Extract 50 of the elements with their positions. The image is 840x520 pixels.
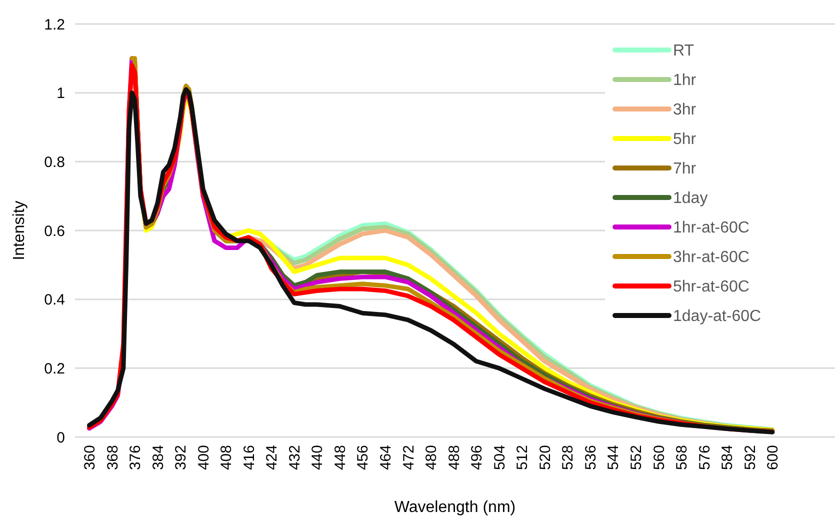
legend-label: 3hr-at-60C [673,249,750,266]
x-tick-label: 448 [332,445,349,470]
x-tick-label: 544 [605,445,622,470]
x-tick-label: 376 [127,445,144,470]
x-tick-label: 576 [696,445,714,470]
x-tick-label: 456 [354,445,372,470]
x-tick-label: 600 [764,445,782,470]
x-tick-label: 480 [423,445,440,470]
x-tick-label: 520 [536,445,554,470]
x-tick-label: 432 [286,445,304,470]
legend-label: 1hr [673,72,697,90]
x-tick-label: 400 [195,445,212,470]
x-tick-label: 560 [650,445,668,470]
legend-label: 1day-at-60C [673,308,762,326]
legend-label: 3hr [673,102,697,119]
x-tick-label: 568 [674,445,691,470]
y-axis-title: Intensity [11,200,28,260]
legend-label: 5hr-at-60C [673,278,750,296]
x-tick-label: 440 [309,445,326,470]
y-tick-label: 0.8 [44,154,65,171]
y-tick-label: 0 [56,429,65,446]
x-tick-label: 384 [150,445,167,470]
x-tick-label: 592 [742,445,759,470]
x-tick-label: 536 [582,445,600,470]
x-tick-label: 368 [104,445,122,470]
y-tick-label: 0.2 [44,360,65,378]
legend-label: 1hr-at-60C [673,220,750,237]
x-tick-label: 360 [81,445,98,470]
x-tick-label: 584 [719,445,736,470]
x-tick-label: 416 [240,445,258,470]
y-tick-label: 0.6 [44,222,65,240]
y-tick-label: 1.2 [44,16,65,34]
x-tick-label: 512 [514,445,532,470]
x-tick-label: 552 [628,445,645,470]
legend-label: RT [673,42,694,60]
y-tick-label: 1 [56,85,65,102]
x-tick-label: 464 [378,445,395,470]
x-tick-label: 488 [446,445,463,470]
legend-label: 7hr [673,160,697,178]
y-tick-label: 0.4 [44,292,65,309]
x-tick-label: 424 [264,445,281,470]
legend-label: 1day [673,190,708,208]
x-tick-label: 528 [560,445,577,470]
x-axis-title: Wavelength (nm) [394,499,516,516]
legend-label: 5hr [673,131,697,148]
x-tick-label: 504 [491,445,508,470]
x-tick-label: 496 [468,445,486,470]
x-tick-label: 472 [400,445,418,470]
x-tick-label: 408 [218,445,236,470]
x-tick-label: 392 [172,445,190,470]
